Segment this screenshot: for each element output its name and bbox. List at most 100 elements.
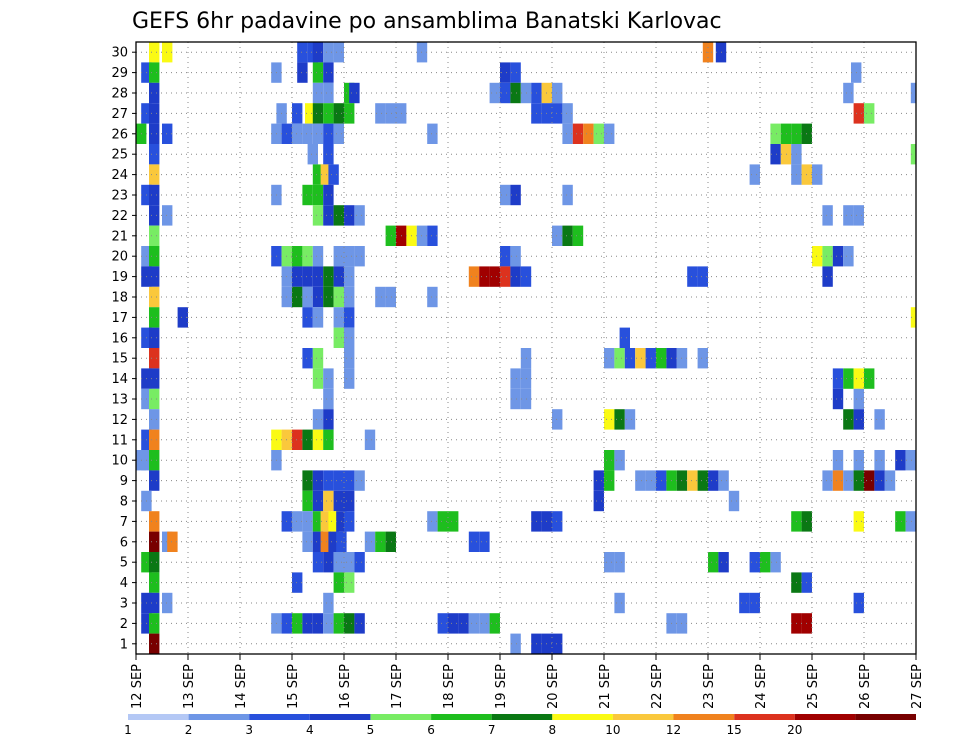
precip-cell: [149, 123, 160, 144]
precip-cell: [843, 246, 854, 267]
x-tick-label: 15 SEP: [286, 664, 301, 709]
precip-cell: [510, 246, 521, 267]
precip-cell: [500, 82, 511, 104]
precip-cell: [853, 470, 864, 491]
precip-cell: [149, 205, 160, 226]
colorbar-label: 12: [666, 723, 681, 737]
precip-cell: [312, 123, 324, 144]
precip-cell: [874, 409, 885, 430]
colorbar-label: 1: [124, 723, 132, 737]
plot-frame: [135, 41, 917, 655]
x-tick-label: 13 SEP: [182, 664, 197, 709]
y-tick-label: 20: [111, 250, 128, 265]
precip-cell: [822, 205, 833, 226]
y-tick-label: 26: [111, 127, 128, 142]
colorbar-swatch: [673, 714, 735, 720]
precip-cell: [344, 266, 355, 287]
precip-cell: [333, 42, 344, 63]
precip-cell: [312, 62, 324, 83]
precip-cell: [552, 409, 563, 430]
precip-cell: [323, 103, 334, 124]
precip-cell: [312, 552, 324, 573]
precip-cell: [149, 511, 160, 532]
colorbar-label: 2: [185, 723, 193, 737]
colorbar-swatch: [491, 714, 553, 720]
precip-cell: [344, 490, 355, 512]
precip-cell: [149, 82, 160, 104]
precip-cell: [323, 552, 334, 573]
colorbar-swatch: [309, 714, 371, 720]
precip-cell: [149, 246, 160, 267]
precip-cell: [853, 368, 864, 389]
precip-cell: [843, 368, 854, 389]
y-tick-label: 11: [111, 433, 128, 448]
precip-cell: [344, 470, 355, 491]
precip-cell: [437, 613, 448, 634]
precip-cell: [905, 450, 916, 471]
precip-cell: [323, 144, 334, 165]
y-tick-label: 22: [111, 209, 128, 224]
precip-cell: [832, 470, 844, 491]
precip-cell: [292, 123, 303, 144]
x-tick-label: 19 SEP: [494, 664, 509, 709]
precip-cell: [162, 42, 173, 63]
precip-cell: [323, 613, 334, 634]
precip-cell: [832, 450, 844, 471]
precip-cell: [333, 286, 344, 308]
precip-cell: [312, 246, 324, 267]
precip-cell: [149, 450, 160, 471]
precip-cell: [344, 368, 355, 389]
colorbar-swatch: [128, 714, 189, 720]
y-tick-label: 29: [111, 66, 128, 81]
precip-cell: [344, 246, 355, 267]
precip-cell: [832, 246, 844, 267]
precip-cell: [614, 450, 625, 471]
precip-cell: [333, 572, 344, 593]
precip-cell: [843, 470, 854, 491]
precip-cell: [333, 246, 344, 267]
precip-cell: [302, 429, 313, 450]
y-tick-label: 16: [111, 331, 128, 346]
y-tick-label: 18: [111, 291, 128, 306]
precip-cell: [344, 327, 355, 348]
colorbar-label: 8: [548, 723, 556, 737]
precip-cell: [385, 225, 396, 246]
y-tick-label: 6: [120, 535, 128, 550]
precip-cell: [812, 246, 823, 267]
precip-cell: [333, 490, 344, 512]
precip-cell: [604, 470, 615, 491]
precip-cell: [510, 82, 521, 104]
precip-cell: [572, 123, 584, 144]
precip-cell: [312, 164, 324, 185]
colorbar-swatch: [370, 714, 432, 720]
precip-cell: [708, 470, 719, 491]
x-tick-label: 25 SEP: [806, 664, 821, 709]
precip-cell: [749, 592, 760, 614]
precip-cell: [312, 613, 324, 634]
precip-cell: [323, 286, 334, 308]
precip-cell: [614, 592, 625, 614]
y-tick-label: 10: [111, 454, 128, 469]
precip-cell: [910, 307, 916, 328]
y-tick-label: 28: [111, 87, 128, 102]
precip-cell: [635, 470, 646, 491]
y-tick-label: 17: [111, 311, 128, 326]
precip-cell: [572, 225, 584, 246]
precip-cell: [884, 470, 896, 491]
precip-cell: [328, 531, 339, 552]
precip-cell: [149, 42, 160, 63]
precip-cell: [149, 613, 160, 634]
precip-cell: [645, 348, 656, 369]
precip-cell: [344, 511, 355, 532]
precip-cell: [323, 205, 334, 226]
precip-cell: [320, 531, 331, 552]
precip-cell: [312, 82, 324, 104]
precip-cell: [697, 348, 708, 369]
precip-cell: [760, 552, 771, 573]
y-tick-label: 14: [111, 372, 128, 387]
precip-cell: [344, 552, 355, 573]
precip-cell: [312, 103, 324, 124]
colorbar-label: 4: [306, 723, 314, 737]
precip-cell: [354, 470, 365, 491]
precip-cell: [312, 368, 324, 389]
